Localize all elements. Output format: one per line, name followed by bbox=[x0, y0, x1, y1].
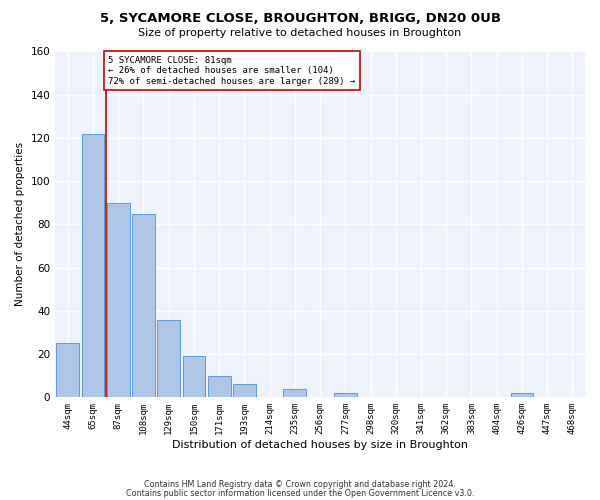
Text: 5 SYCAMORE CLOSE: 81sqm
← 26% of detached houses are smaller (104)
72% of semi-d: 5 SYCAMORE CLOSE: 81sqm ← 26% of detache… bbox=[108, 56, 355, 86]
Bar bbox=[56, 344, 79, 398]
Y-axis label: Number of detached properties: Number of detached properties bbox=[15, 142, 25, 306]
Bar bbox=[182, 356, 205, 398]
Text: 5, SYCAMORE CLOSE, BROUGHTON, BRIGG, DN20 0UB: 5, SYCAMORE CLOSE, BROUGHTON, BRIGG, DN2… bbox=[100, 12, 500, 26]
Bar bbox=[132, 214, 155, 398]
Bar bbox=[157, 320, 180, 398]
X-axis label: Distribution of detached houses by size in Broughton: Distribution of detached houses by size … bbox=[172, 440, 468, 450]
Bar bbox=[208, 376, 230, 398]
Text: Size of property relative to detached houses in Broughton: Size of property relative to detached ho… bbox=[139, 28, 461, 38]
Bar bbox=[233, 384, 256, 398]
Bar bbox=[107, 203, 130, 398]
Bar bbox=[334, 393, 356, 398]
Text: Contains HM Land Registry data © Crown copyright and database right 2024.: Contains HM Land Registry data © Crown c… bbox=[144, 480, 456, 489]
Text: Contains public sector information licensed under the Open Government Licence v3: Contains public sector information licen… bbox=[126, 488, 474, 498]
Bar bbox=[82, 134, 104, 398]
Bar bbox=[283, 388, 306, 398]
Bar bbox=[511, 393, 533, 398]
